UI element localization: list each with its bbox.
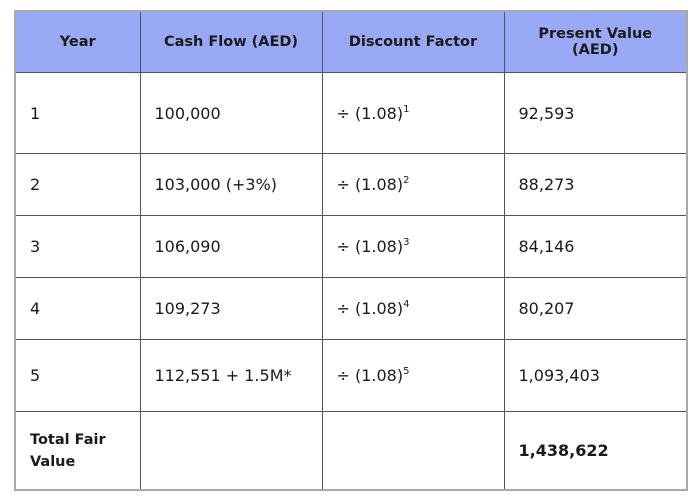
- cell-cash-flow: 100,000: [139, 72, 323, 154]
- table-row: 4 109,273 ÷ (1.08)4 80,207: [14, 277, 688, 340]
- cell-cash-flow: 106,090: [139, 215, 323, 278]
- discount-base: ÷ (1.08): [336, 237, 404, 256]
- discount-exponent: 4: [403, 299, 410, 310]
- table-row: 2 103,000 (+3%) ÷ (1.08)2 88,273: [14, 153, 688, 216]
- discount-base: ÷ (1.08): [336, 175, 404, 194]
- cell-discount-factor: ÷ (1.08)4: [321, 277, 505, 340]
- header-cash-flow: Cash Flow (AED): [139, 10, 323, 73]
- total-label: Total Fair Value: [14, 411, 141, 491]
- cell-present-value: 84,146: [503, 215, 688, 278]
- dcf-valuation-table: Year Cash Flow (AED) Discount Factor Pre…: [14, 10, 688, 491]
- table-row: 3 106,090 ÷ (1.08)3 84,146: [14, 215, 688, 278]
- discount-exponent: 2: [403, 175, 410, 186]
- cell-present-value: 80,207: [503, 277, 688, 340]
- total-fair-value: 1,438,622: [503, 411, 688, 491]
- dcf-table-container: Year Cash Flow (AED) Discount Factor Pre…: [14, 10, 688, 491]
- cell-discount-factor: ÷ (1.08)3: [321, 215, 505, 278]
- cell-cash-flow: 112,551 + 1.5M*: [139, 339, 323, 412]
- cell-cash-flow: 109,273: [139, 277, 323, 340]
- cell-year: 4: [14, 277, 141, 340]
- table-row: 1 100,000 ÷ (1.08)1 92,593: [14, 72, 688, 154]
- cell-year: 1: [14, 72, 141, 154]
- header-present-value: Present Value (AED): [503, 10, 688, 73]
- total-discount-empty: [321, 411, 505, 491]
- cell-discount-factor: ÷ (1.08)1: [321, 72, 505, 154]
- cell-present-value: 1,093,403: [503, 339, 688, 412]
- cell-discount-factor: ÷ (1.08)2: [321, 153, 505, 216]
- discount-base: ÷ (1.08): [336, 103, 404, 123]
- discount-base: ÷ (1.08): [336, 299, 404, 318]
- header-year: Year: [14, 10, 141, 73]
- total-row: Total Fair Value 1,438,622: [14, 411, 688, 491]
- header-discount-factor: Discount Factor: [321, 10, 505, 73]
- cell-year: 5: [14, 339, 141, 412]
- cell-present-value: 92,593: [503, 72, 688, 154]
- cell-year: 2: [14, 153, 141, 216]
- discount-exponent: 5: [403, 366, 410, 377]
- table-header-row: Year Cash Flow (AED) Discount Factor Pre…: [14, 10, 688, 73]
- cell-present-value: 88,273: [503, 153, 688, 216]
- cell-discount-factor: ÷ (1.08)5: [321, 339, 505, 412]
- cell-cash-flow: 103,000 (+3%): [139, 153, 323, 216]
- discount-base: ÷ (1.08): [336, 366, 404, 385]
- discount-exponent: 1: [403, 103, 410, 115]
- table-row: 5 112,551 + 1.5M* ÷ (1.08)5 1,093,403: [14, 339, 688, 412]
- discount-exponent: 3: [403, 237, 410, 248]
- total-cash-flow-empty: [139, 411, 323, 491]
- cell-year: 3: [14, 215, 141, 278]
